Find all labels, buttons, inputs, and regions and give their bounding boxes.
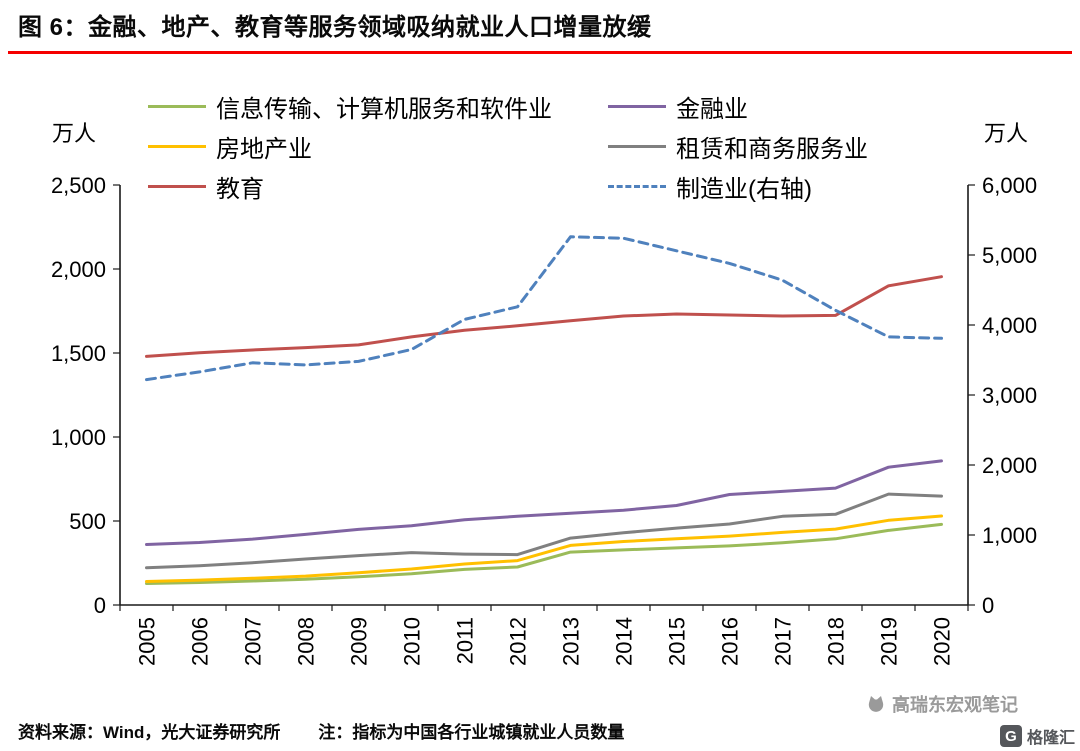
x-tick-label: 2006 — [188, 617, 213, 666]
right-tick-label: 4,000 — [982, 313, 1037, 338]
gelonghui-logo-text: 格隆汇 — [1026, 730, 1075, 747]
series-line-4 — [145, 275, 943, 358]
x-tick-label: 2007 — [241, 617, 266, 666]
x-tick-label: 2012 — [506, 617, 531, 666]
x-tick-label: 2014 — [612, 617, 637, 666]
chart-legend: 信息传输、计算机服务和软件业 金融业房地产业 租赁和商务服务业教育 制造业(右轴) — [148, 86, 868, 206]
legend-line-swatch-icon — [148, 104, 206, 108]
x-tick-label: 2018 — [824, 617, 849, 666]
left-tick-label: 2,000 — [51, 257, 106, 282]
legend-line-swatch-icon — [608, 184, 666, 188]
x-tick-label: 2020 — [930, 617, 955, 666]
series-line-1 — [145, 459, 943, 546]
series-line-2 — [145, 514, 943, 583]
left-axis-unit-label: 万人 — [52, 121, 97, 146]
source-note: 资料来源：Wind，光大证券研究所 — [18, 723, 281, 742]
gelonghui-logo: G 格隆汇 — [999, 724, 1075, 748]
left-tick-label: 0 — [94, 593, 106, 618]
legend-label: 房地产业 — [216, 135, 312, 163]
legend-item-4: 教育 — [148, 166, 608, 206]
x-tick-label: 2017 — [771, 617, 796, 666]
x-tick-label: 2009 — [347, 617, 372, 666]
series-line-0 — [145, 522, 943, 585]
watermark-text: 高瑞东宏观笔记 — [892, 695, 1018, 715]
left-tick-label: 500 — [69, 509, 106, 534]
line-chart: 0 500 1,000 1,500 2,000 2,500 0 1,000 2,000 3,000… — [51, 173, 1037, 666]
legend-item-0: 信息传输、计算机服务和软件业 — [148, 86, 608, 126]
x-tick-label: 2005 — [135, 617, 160, 666]
figure-footer: 资料来源：Wind，光大证券研究所 注：指标为中国各行业城镇就业人员数量 — [18, 718, 624, 743]
series-line-3 — [145, 492, 943, 570]
legend-item-1: 金融业 — [608, 86, 868, 126]
x-tick-label: 2019 — [877, 617, 902, 666]
x-tick-label: 2010 — [400, 617, 425, 666]
right-tick-label: 0 — [982, 593, 994, 618]
x-tick-label: 2008 — [294, 617, 319, 666]
x-tick-label: 2011 — [453, 617, 478, 664]
right-tick-label: 6,000 — [982, 173, 1037, 198]
left-tick-label: 1,000 — [51, 425, 106, 450]
legend-label: 信息传输、计算机服务和软件业 — [216, 95, 552, 123]
x-tick-label: 2015 — [665, 617, 690, 666]
x-tick-label: 2013 — [559, 617, 584, 666]
gelonghui-g-icon: G — [999, 725, 1022, 747]
figure-title: 图 6：金融、地产、教育等服务领域吸纳就业人口增量放缓 — [18, 14, 652, 41]
left-tick-label: 1,500 — [51, 341, 106, 366]
legend-item-3: 租赁和商务服务业 — [608, 126, 868, 166]
right-tick-label: 1,000 — [982, 523, 1037, 548]
legend-label: 制造业(右轴) — [676, 175, 812, 203]
legend-line-swatch-icon — [608, 144, 666, 148]
legend-line-swatch-icon — [148, 144, 206, 148]
left-tick-label: 2,500 — [51, 173, 106, 198]
series-line-5 — [145, 235, 943, 382]
watermark: 高瑞东宏观笔记 — [866, 691, 1018, 717]
legend-item-2: 房地产业 — [148, 126, 608, 166]
right-tick-label: 5,000 — [982, 243, 1037, 268]
legend-label: 教育 — [216, 175, 264, 203]
cat-logo-icon — [868, 696, 884, 712]
right-tick-label: 3,000 — [982, 383, 1037, 408]
indicator-note: 注：指标为中国各行业城镇就业人员数量 — [318, 723, 625, 742]
x-tick-label: 2016 — [718, 617, 743, 666]
legend-item-5: 制造业(右轴) — [608, 166, 868, 206]
legend-line-swatch-icon — [148, 184, 206, 188]
right-tick-label: 2,000 — [982, 453, 1037, 478]
legend-label: 金融业 — [676, 95, 748, 123]
legend-line-swatch-icon — [608, 104, 666, 108]
legend-label: 租赁和商务服务业 — [676, 135, 868, 163]
figure-header: 图 6：金融、地产、教育等服务领域吸纳就业人口增量放缓 — [8, 0, 1072, 54]
right-axis-unit-label: 万人 — [984, 121, 1029, 146]
